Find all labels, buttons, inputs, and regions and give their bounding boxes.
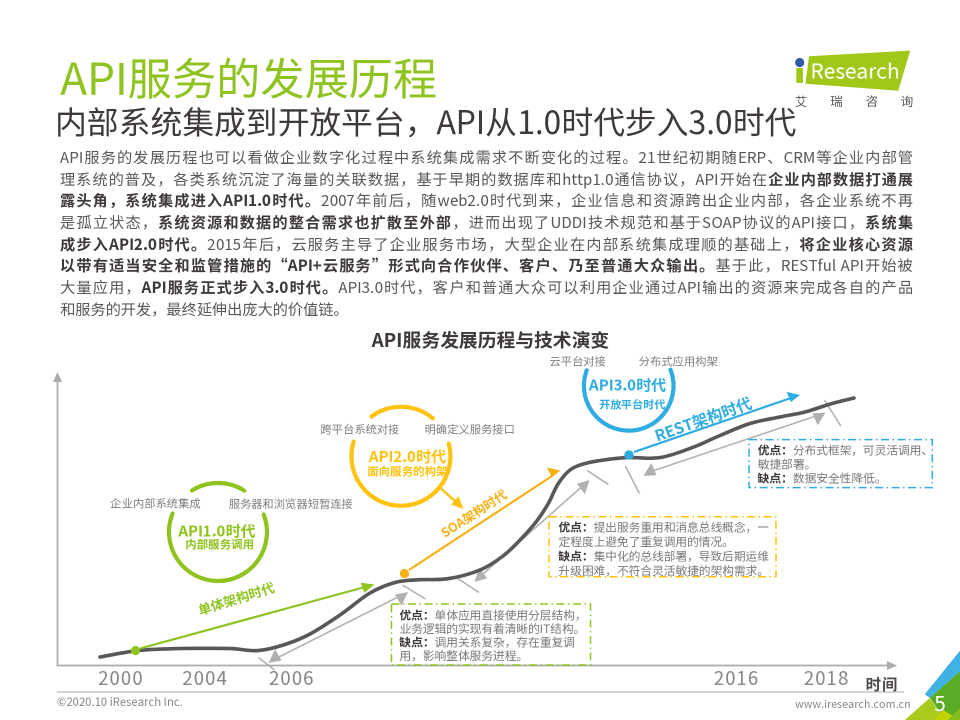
svg-text:跨平台系统对接: 跨平台系统对接 — [320, 422, 400, 438]
svg-text:API2.0时代: API2.0时代 — [368, 446, 446, 467]
svg-text:www.iresearch.com.cn: www.iresearch.com.cn — [795, 696, 911, 712]
svg-text:Research: Research — [811, 55, 900, 85]
svg-text:2000: 2000 — [98, 664, 144, 691]
svg-text:时间: 时间 — [865, 673, 898, 695]
svg-text:面向服务的构架: 面向服务的构架 — [367, 464, 448, 480]
svg-text:单体架构时代: 单体架构时代 — [195, 577, 276, 619]
svg-text:API1.0时代: API1.0时代 — [177, 521, 255, 542]
svg-text:业务逻辑的实现有着清晰的IT结构。: 业务逻辑的实现有着清晰的IT结构。 — [400, 620, 586, 637]
svg-text:API3.0时代: API3.0时代 — [588, 375, 666, 396]
svg-text:定程度上避免了重复调用的情况。: 定程度上避免了重复调用的情况。 — [559, 533, 734, 550]
svg-text:优点：分布式框架，可灵活调用、: 优点：分布式框架，可灵活调用、 — [758, 442, 933, 459]
svg-text:缺点：调用关系复杂，存在重复调: 缺点：调用关系复杂，存在重复调 — [400, 634, 576, 651]
svg-text:2004: 2004 — [182, 664, 228, 691]
svg-text:缺点：数据安全性降低。: 缺点：数据安全性降低。 — [758, 470, 887, 487]
svg-text:服务器和浏览器短暂连接: 服务器和浏览器短暂连接 — [229, 496, 354, 512]
svg-text:明确定义服务接口: 明确定义服务接口 — [425, 422, 515, 438]
svg-text:艾瑞咨询: 艾瑞咨询 — [795, 91, 913, 110]
svg-text:5: 5 — [934, 687, 945, 717]
svg-text:敏捷部署。: 敏捷部署。 — [758, 456, 816, 473]
svg-text:2018: 2018 — [804, 664, 850, 691]
svg-text:云平台对接: 云平台对接 — [550, 354, 607, 370]
svg-text:升级困难，不符合灵活敏捷的架构需求。: 升级困难，不符合灵活敏捷的架构需求。 — [559, 562, 769, 579]
svg-text:©2020.10 iResearch Inc.: ©2020.10 iResearch Inc. — [57, 694, 183, 710]
svg-text:优点：提出服务重用和消息总线概念，一: 优点：提出服务重用和消息总线概念，一 — [559, 519, 769, 536]
svg-text:企业内部系统集成: 企业内部系统集成 — [110, 496, 200, 512]
svg-text:2006: 2006 — [269, 664, 315, 691]
svg-text:开放平台时代: 开放平台时代 — [599, 397, 665, 413]
svg-text:SOA架构时代: SOA架构时代 — [437, 484, 511, 541]
svg-text:2016: 2016 — [714, 664, 760, 691]
svg-text:优点：单体应用直接使用分层结构，: 优点：单体应用直接使用分层结构， — [400, 607, 587, 624]
svg-text:缺点：集中化的总线部署，导致后期运维: 缺点：集中化的总线部署，导致后期运维 — [559, 548, 770, 565]
svg-text:REST架构时代: REST架构时代 — [652, 392, 755, 447]
svg-text:用，影响整体服务进程。: 用，影响整体服务进程。 — [400, 647, 529, 664]
svg-text:内部服务调用: 内部服务调用 — [185, 537, 254, 553]
svg-text:分布式应用构架: 分布式应用构架 — [639, 354, 718, 370]
